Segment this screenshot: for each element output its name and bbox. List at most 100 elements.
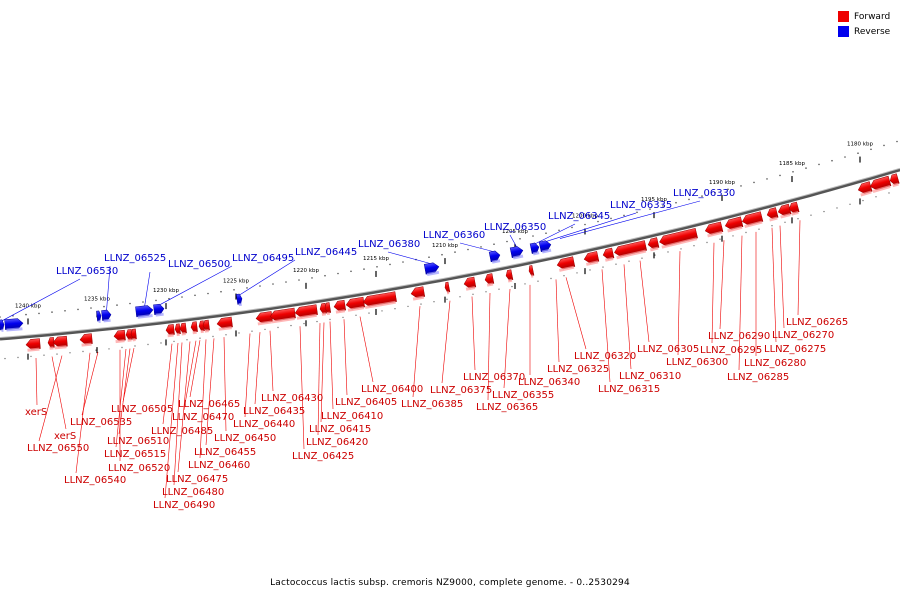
forward-gene-label: LLNZ_06365: [476, 402, 538, 413]
forward-gene-1: [47, 337, 55, 350]
forward-leader: [183, 340, 197, 411]
ruler-label: 1220 kbp: [293, 268, 319, 274]
forward-leader: [299, 326, 305, 450]
forward-gene-14-shadow: [257, 320, 272, 326]
ruler-dot-lower: [355, 314, 357, 316]
forward-gene-label: LLNZ_06280: [744, 358, 806, 369]
forward-gene-label: LLNZ_06310: [619, 371, 681, 382]
ruler-dot-lower: [4, 357, 6, 360]
reverse-gene-label: LLNZ_06525: [104, 253, 166, 264]
ruler-dot: [246, 287, 248, 289]
ruler-dot-lower: [849, 203, 851, 205]
forward-gene-28: [556, 256, 576, 272]
ruler-dot: [610, 217, 612, 220]
forward-gene-label: LLNZ_06480: [162, 487, 224, 498]
forward-leader: [503, 288, 511, 389]
ruler-dot: [77, 308, 79, 311]
ruler-dot-lower: [641, 257, 643, 259]
ruler-dot-lower: [576, 272, 578, 274]
ruler-dot-lower: [732, 235, 734, 237]
forward-gene-3-shadow: [81, 342, 92, 347]
reverse-gene-1-shape: [4, 318, 24, 330]
ruler-dot: [493, 243, 495, 245]
ruler-dot-lower: [784, 221, 786, 223]
reverse-gene-6-shape: [236, 293, 243, 305]
ruler-dot-lower: [329, 318, 331, 321]
forward-gene-label: LLNZ_06420: [306, 437, 368, 448]
forward-leader: [254, 332, 261, 405]
forward-gene-33: [659, 227, 698, 249]
forward-leader: [320, 322, 325, 423]
ruler-dot: [558, 229, 560, 232]
reverse-gene-label: LLNZ_06350: [484, 222, 546, 233]
forward-gene-38-shadow: [780, 213, 791, 219]
forward-leader: [555, 279, 560, 363]
forward-gene-label: LLNZ_06370: [463, 372, 525, 383]
ruler-dot-lower: [615, 263, 617, 265]
ruler-dot-lower: [82, 350, 84, 353]
forward-leader: [677, 251, 681, 356]
ruler-dot: [779, 174, 781, 177]
legend-forward-label: Forward: [854, 11, 891, 22]
forward-gene-11: [198, 320, 205, 334]
reverse-gene-label: LLNZ_06330: [673, 188, 735, 199]
ruler-dot-lower: [17, 356, 19, 359]
forward-leader: [487, 292, 491, 401]
reverse-gene-label: LLNZ_06345: [548, 211, 610, 222]
forward-gene-label: LLNZ_06300: [666, 357, 728, 368]
ruler-dot: [0, 316, 1, 318]
reverse-gene-2-shape: [96, 310, 102, 322]
ruler-dot-lower: [498, 288, 500, 290]
forward-gene-28-shadow: [559, 265, 575, 272]
reverse-gene-8-shadow: [491, 259, 501, 264]
ruler-dot: [272, 283, 274, 285]
forward-gene-41: [870, 175, 892, 193]
ruler-dot: [883, 144, 885, 147]
legend-reverse: Reverse: [838, 24, 890, 39]
forward-gene-12-shadow: [204, 329, 209, 333]
forward-gene-27-shape: [528, 265, 535, 276]
ruler-dot-lower: [316, 320, 318, 323]
reverse-gene-2-shadow: [98, 319, 101, 323]
forward-gene-35-shadow: [727, 225, 743, 233]
forward-gene-29-shadow: [586, 260, 599, 266]
ruler-dot: [870, 148, 872, 151]
forward-gene-label: LLNZ_06265: [786, 317, 848, 328]
forward-gene-4: [113, 329, 126, 344]
reverse-gene-7: [423, 262, 440, 276]
reverse-swatch: [838, 26, 849, 37]
forward-leader: [412, 306, 421, 398]
reverse-leader: [239, 259, 296, 296]
ruler-dot: [714, 191, 716, 194]
ruler-dot-lower: [693, 245, 695, 247]
forward-gene-label: LLNZ_06290: [708, 331, 770, 342]
ruler-dot: [545, 232, 547, 234]
ruler-dot: [155, 299, 157, 302]
forward-gene-25-shadow: [486, 282, 494, 287]
ruler-dot-lower: [342, 316, 344, 319]
forward-gene-label: LLNZ_06540: [64, 475, 126, 486]
forward-gene-34-shadow: [707, 230, 723, 238]
forward-gene-label: LLNZ_06340: [518, 377, 580, 388]
forward-gene-19-shadow: [335, 309, 346, 314]
forward-gene-label: LLNZ_06505: [111, 404, 173, 415]
ruler-dot: [298, 279, 300, 281]
forward-leader: [719, 240, 725, 330]
forward-swatch: [838, 11, 849, 22]
forward-gene-41-shadow: [872, 185, 891, 193]
forward-gene-8: [174, 323, 181, 337]
forward-gene-label: LLNZ_06405: [335, 397, 397, 408]
ruler-dot: [818, 163, 820, 166]
ruler-dot: [805, 167, 807, 169]
forward-gene-21-shadow: [364, 300, 396, 309]
ruler-dot-lower: [134, 345, 136, 347]
ruler-dot-lower: [654, 254, 656, 256]
ruler-dot-lower: [485, 291, 487, 293]
forward-gene-39-shadow: [791, 210, 799, 216]
forward-gene-label: LLNZ_06510: [107, 436, 169, 447]
forward-leader: [471, 296, 476, 371]
ruler-dot-lower: [173, 340, 175, 343]
forward-gene-19: [333, 299, 347, 314]
reverse-leader: [387, 251, 433, 265]
ruler-dot-lower: [472, 293, 474, 295]
